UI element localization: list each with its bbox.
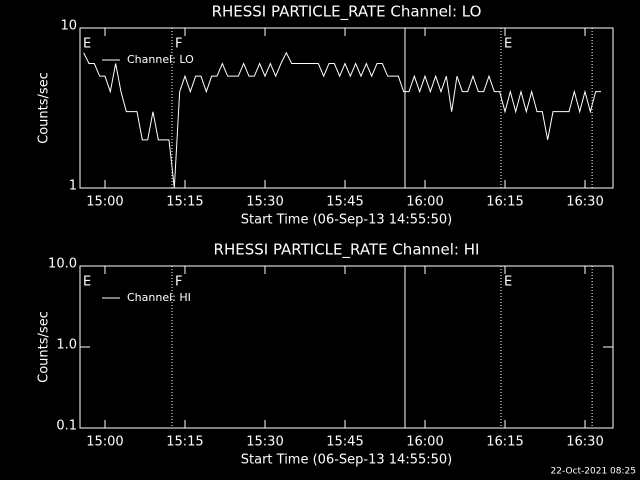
event-label: E [504, 37, 512, 52]
x-tick-label: 15:45 [326, 195, 363, 210]
data-line [83, 51, 601, 189]
x-axis-label: Start Time (06-Sep-13 14:55:50) [241, 213, 452, 228]
x-axis-label: Start Time (06-Sep-13 14:55:50) [241, 453, 452, 468]
x-tick-label: 15:15 [166, 435, 203, 450]
y-tick-label: 10 [60, 19, 77, 34]
y-tick-label: 0.1 [56, 419, 77, 434]
event-label: E [83, 275, 91, 290]
legend-label: Channel: HI [127, 291, 191, 304]
y-axis-label: Counts/sec [37, 311, 52, 383]
x-tick-label: 15:00 [86, 195, 123, 210]
legend-label: Channel: LO [127, 53, 194, 66]
x-tick-label: 16:00 [406, 435, 443, 450]
event-label: F [175, 275, 182, 290]
y-axis-label: Counts/sec [37, 72, 52, 144]
x-tick-label: 16:30 [566, 435, 603, 450]
x-tick-label: 15:45 [326, 435, 363, 450]
plot-frame [79, 27, 614, 189]
chart-title: RHESSI PARTICLE_RATE Channel: HI [214, 241, 480, 260]
x-tick-label: 15:00 [86, 435, 123, 450]
event-label: E [83, 37, 91, 52]
y-tick-label: 1 [69, 179, 77, 194]
event-label: E [504, 275, 512, 290]
x-tick-label: 15:15 [166, 195, 203, 210]
x-tick-label: 16:00 [406, 195, 443, 210]
x-tick-label: 15:30 [246, 195, 283, 210]
x-tick-label: 16:30 [566, 195, 603, 210]
footer: 22-Oct-2021 08:25 [551, 467, 636, 477]
x-tick-label: 16:15 [486, 435, 523, 450]
y-tick-label: 1.0 [56, 338, 77, 353]
x-tick-label: 15:30 [246, 435, 283, 450]
event-label: F [175, 37, 182, 52]
x-tick-label: 16:15 [486, 195, 523, 210]
y-tick-label: 10.0 [48, 257, 77, 272]
chart-title: RHESSI PARTICLE_RATE Channel: LO [212, 3, 482, 22]
